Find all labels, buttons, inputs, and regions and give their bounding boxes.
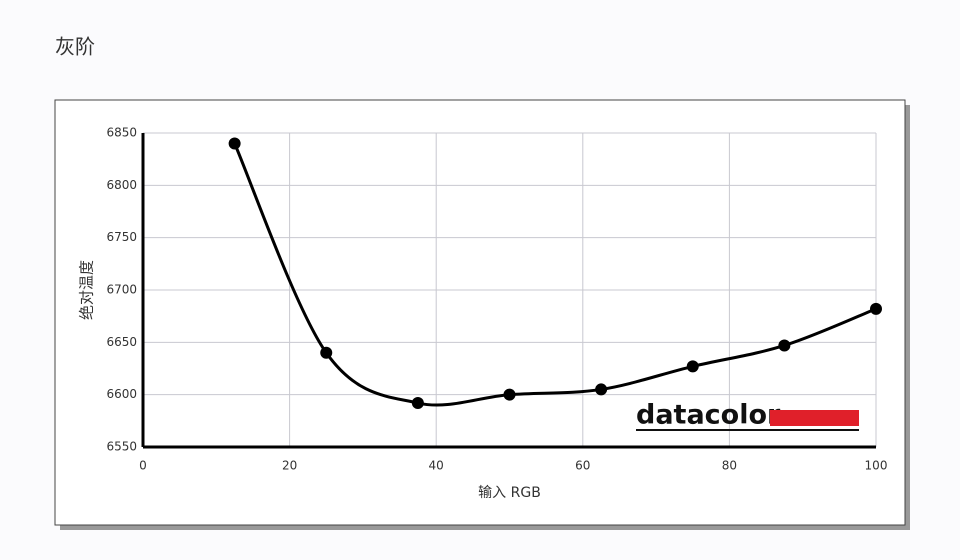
x-tick-label: 20: [282, 459, 297, 473]
point: [595, 383, 608, 396]
logo: datacolor: [636, 400, 781, 431]
y-tick-label: 6800: [106, 178, 137, 192]
point: [320, 346, 333, 359]
x-tick-label: 0: [139, 459, 147, 473]
x-tick-label: 60: [575, 459, 590, 473]
point: [503, 388, 516, 401]
y-tick-label: 6850: [106, 126, 137, 140]
logo-bar: [770, 410, 859, 426]
plot: 6550 6600 6650 6700 6750 6800 6850 0 20 40 60 80 100…: [78, 126, 888, 502]
x-axis-label: 输入 RGB: [478, 485, 541, 501]
y-tick-label: 6550: [106, 440, 137, 454]
point: [870, 302, 882, 315]
y-tick-label: 6700: [106, 283, 137, 297]
y-axis-label: 绝对温度: [78, 260, 96, 320]
x-tick-label: 80: [722, 459, 737, 473]
point: [411, 397, 424, 410]
x-tick-label: 100: [865, 459, 888, 473]
y-tick-label: 6750: [106, 230, 137, 244]
y-tick-label: 6650: [106, 335, 137, 349]
page-title: 灰阶: [55, 35, 95, 59]
point: [686, 360, 699, 373]
point: [778, 339, 791, 352]
point: [228, 137, 241, 150]
x-tick-label: 40: [429, 459, 444, 473]
y-tick-label: 6600: [106, 387, 137, 401]
chart-panel: [54, 99, 906, 526]
line: [233, 142, 877, 407]
